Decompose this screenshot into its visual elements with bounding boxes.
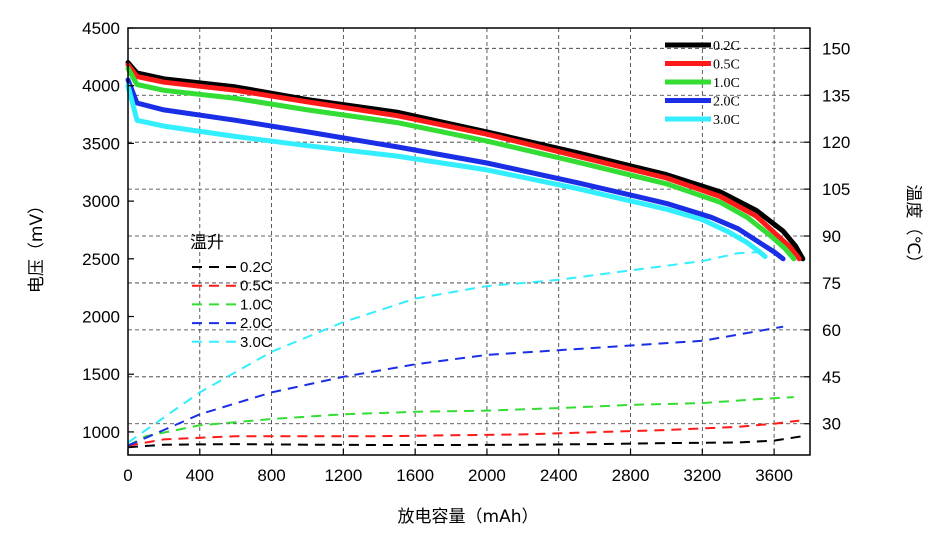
y-left-tick-label: 2500 bbox=[82, 250, 120, 269]
y-left-tick-label: 1000 bbox=[82, 423, 120, 442]
x-axis-title: 放电容量（mAh） bbox=[398, 507, 539, 527]
voltage-line-1.0C bbox=[125, 65, 797, 262]
y-axis-right-title: 温度（℃） bbox=[903, 184, 923, 271]
temperature-line-3.0C bbox=[127, 250, 766, 444]
y-right-tick-label: 105 bbox=[822, 180, 850, 199]
y-right-tick-label: 90 bbox=[822, 227, 841, 246]
y-left-tick-label: 4500 bbox=[82, 19, 120, 38]
voltage-line-0.5C bbox=[125, 62, 802, 262]
y-axis-left-title: 电压（mV） bbox=[27, 197, 47, 293]
x-tick-label: 3200 bbox=[683, 466, 721, 485]
legend-temperature-label-1.0C: 1.0C bbox=[240, 296, 272, 313]
temperature-line-2.0C bbox=[127, 325, 784, 447]
x-tick-label: 0 bbox=[123, 466, 132, 485]
temperature-line-0.2C bbox=[127, 435, 803, 449]
y-right-tick-label: 45 bbox=[822, 368, 841, 387]
y-right-tick-label: 120 bbox=[822, 133, 850, 152]
voltage-line-0.2C bbox=[125, 60, 806, 262]
x-tick-label: 800 bbox=[257, 466, 285, 485]
x-tick-label: 1600 bbox=[396, 466, 434, 485]
legend-temperature-label-2.0C: 2.0C bbox=[240, 315, 272, 332]
temperature-line-1.0C bbox=[127, 396, 794, 447]
voltage-line-3.0C bbox=[125, 83, 768, 259]
y-left-tick-label: 1500 bbox=[82, 365, 120, 384]
legend-voltage-label-2.0C: 2.0C bbox=[713, 95, 740, 110]
legend-temperature-label-3.0C: 3.0C bbox=[240, 334, 272, 351]
legend-voltage-label-0.5C: 0.5C bbox=[713, 58, 740, 73]
y-left-tick-label: 2000 bbox=[82, 308, 120, 327]
y-right-tick-label: 30 bbox=[822, 415, 841, 434]
y-right-tick-label: 60 bbox=[822, 321, 841, 340]
y-left-tick-label: 4000 bbox=[82, 77, 120, 96]
legend-voltage-label-1.0C: 1.0C bbox=[713, 76, 740, 91]
legend-temperature-title: 温升 bbox=[190, 233, 224, 253]
y-left-tick-label: 3000 bbox=[82, 192, 120, 211]
x-tick-label: 2400 bbox=[540, 466, 578, 485]
voltage-line-2.0C bbox=[125, 77, 786, 262]
x-tick-label: 400 bbox=[186, 466, 214, 485]
legend-voltage: 0.2C 0.5C 1.0C 2.0C 3.0C bbox=[665, 39, 740, 128]
legend-voltage-label-0.2C: 0.2C bbox=[713, 39, 740, 54]
plot-border bbox=[127, 27, 811, 456]
ticks-layer: 0 400 800 1200 1600 2000 2400 2800 3200 3600 1000 1… bbox=[82, 19, 850, 485]
legend-temperature-label-0.5C: 0.5C bbox=[240, 278, 272, 295]
legend-temperature-label-0.2C: 0.2C bbox=[240, 259, 272, 276]
temperature-line-0.5C bbox=[127, 419, 800, 447]
y-left-tick-label: 3500 bbox=[82, 134, 120, 153]
series-layer bbox=[125, 60, 806, 449]
x-tick-label: 2800 bbox=[612, 466, 650, 485]
x-tick-label: 2000 bbox=[468, 466, 506, 485]
y-right-tick-label: 135 bbox=[822, 86, 850, 105]
legend-temperature: 温升 0.2C 0.5C1.0C 2.0C 3.0C bbox=[190, 233, 272, 351]
y-right-tick-label: 150 bbox=[822, 39, 850, 58]
x-tick-label: 3600 bbox=[755, 466, 793, 485]
plot-frame bbox=[127, 27, 811, 456]
y-right-tick-label: 75 bbox=[822, 274, 841, 293]
x-tick-label: 1200 bbox=[324, 466, 362, 485]
legend-voltage-label-3.0C: 3.0C bbox=[713, 113, 740, 128]
